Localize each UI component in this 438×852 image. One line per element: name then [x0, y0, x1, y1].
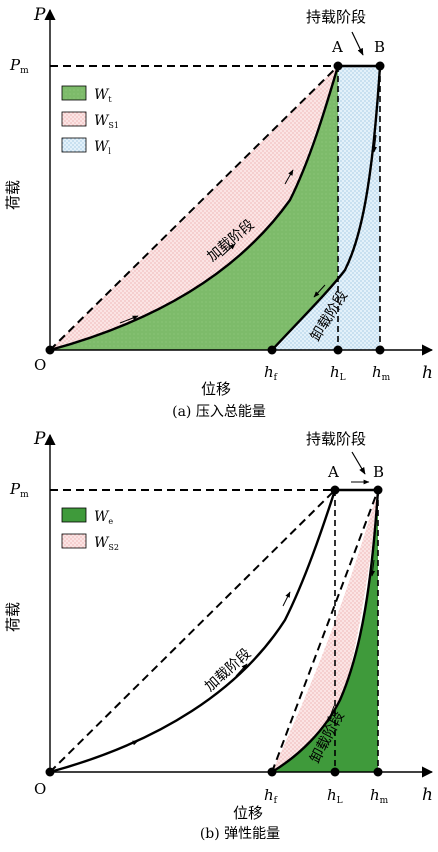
legend-label-ws2: WS2: [94, 535, 119, 552]
legend-label-wt: Wt: [94, 87, 112, 104]
pm-label: Pm: [9, 56, 29, 76]
legend-label-wl: Wl: [94, 139, 111, 156]
legend-label-ws1: WS1: [94, 113, 119, 130]
secant-line: [49, 65, 339, 351]
xlabel: 位移: [201, 380, 231, 398]
ylabel: 荷载: [4, 180, 22, 210]
legend-swatch-wl: [61, 137, 87, 153]
point-b-label-b: B: [373, 463, 384, 481]
xlabel-b: 位移: [233, 804, 263, 822]
point-a-label: A: [331, 38, 343, 56]
x-axis-label-b: h: [422, 785, 433, 805]
ylabel-b: 荷载: [4, 602, 22, 632]
tick-hm: hm: [372, 363, 391, 383]
tick-hf: hf: [264, 363, 278, 383]
point-b-marker: [375, 61, 385, 71]
legend-swatch-ws2: [61, 533, 87, 549]
tick-hf-b: hf: [264, 786, 278, 806]
load-stage-label-b: 加载阶段: [202, 646, 254, 695]
legend-swatch-ws1: [61, 111, 87, 127]
origin-label-b: O: [34, 780, 46, 798]
area-we: [272, 490, 378, 772]
pm-label-b: Pm: [9, 480, 29, 500]
x-axis-label: h: [422, 363, 433, 383]
y-axis-label-b: P: [33, 429, 46, 449]
legend-label-we: We: [94, 509, 113, 526]
x-ticks: hf hL hm: [264, 363, 391, 383]
tick-hl-b: hL: [327, 786, 343, 806]
loading-curve: [49, 65, 340, 352]
x-ticks-b: hf hL hm: [264, 786, 389, 806]
caption-b: (b) 弹性能量: [200, 826, 280, 842]
legend-swatch-we: [61, 507, 87, 523]
area-wt: [50, 66, 338, 350]
hold-stage-label-b: 持载阶段: [306, 430, 366, 448]
caption-a: (a) 压入总能量: [172, 404, 266, 420]
point-b-label: B: [374, 38, 385, 56]
panel-b: P h Pm O A B 持载阶段 加载阶段 卸载阶段 荷载 位移 hf hL …: [4, 429, 434, 842]
hold-stage-label: 持载阶段: [306, 8, 366, 26]
point-a-label-b: A: [327, 463, 339, 481]
panel-a: P h Pm O A B 持载阶段 加载阶段 卸载阶段 荷载 位移 hf hL …: [4, 5, 434, 420]
legend-b: We WS2: [61, 507, 119, 552]
legend-swatch-wt: [61, 85, 87, 101]
y-axis-label: P: [33, 5, 46, 25]
origin-label: O: [34, 356, 46, 374]
area-ws2: [272, 490, 378, 772]
legend-a: Wt WS1 Wl: [61, 85, 119, 156]
point-a-marker: [333, 61, 343, 71]
tick-hl: hL: [330, 363, 346, 383]
tick-hm-b: hm: [370, 786, 389, 806]
